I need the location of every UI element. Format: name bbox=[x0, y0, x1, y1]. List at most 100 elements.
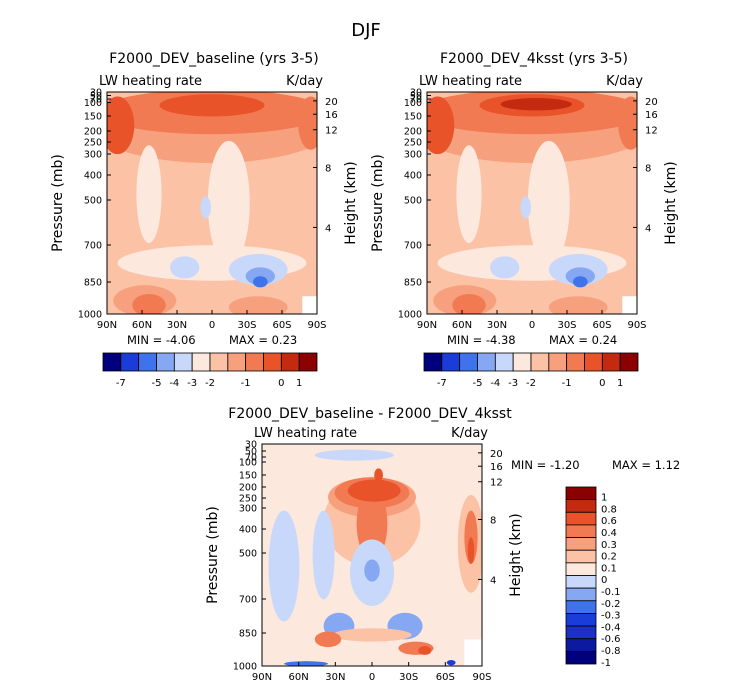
colorbar-swatch bbox=[566, 352, 585, 372]
colorbar-swatch bbox=[565, 524, 597, 538]
colorbar-label: -2 bbox=[205, 378, 215, 389]
y-tick-label: 250 bbox=[404, 138, 422, 149]
y-tick-label: 150 bbox=[239, 471, 257, 482]
y-axis-title: Pressure (mb) bbox=[50, 154, 66, 252]
colorbar-swatch bbox=[138, 352, 157, 372]
km-tick-label: 16 bbox=[490, 462, 503, 473]
colorbar-swatch bbox=[601, 352, 621, 372]
y-tick-label: 400 bbox=[404, 171, 422, 182]
surface-cool bbox=[284, 661, 328, 666]
surface-north-core bbox=[452, 294, 486, 314]
polar-max-north bbox=[427, 96, 455, 155]
colorbar-swatch bbox=[530, 352, 550, 372]
mid-blue-spot bbox=[520, 196, 531, 219]
colorbar-swatch bbox=[565, 486, 597, 501]
colorbar-label: -7 bbox=[437, 378, 447, 389]
polar-max-south bbox=[618, 96, 637, 150]
panel-panel_baseline bbox=[102, 91, 318, 372]
y-tick-label: 850 bbox=[84, 278, 102, 289]
panel-panel_diff bbox=[261, 443, 597, 667]
colorbar-swatch bbox=[565, 613, 597, 627]
colorbar-label: -1 bbox=[241, 378, 251, 389]
colorbar-swatch bbox=[173, 352, 193, 372]
stats-min: MIN = -4.38 bbox=[447, 333, 516, 347]
tropical-column bbox=[207, 140, 250, 266]
colorbar-label: 0.6 bbox=[601, 516, 617, 527]
colorbar-swatch bbox=[102, 352, 122, 372]
colorbar-swatch bbox=[565, 650, 597, 665]
colorbar-swatch bbox=[565, 562, 597, 576]
colorbar-label: -3 bbox=[187, 378, 197, 389]
y-tick-label: 1000 bbox=[233, 662, 257, 673]
colorbar-label: -7 bbox=[116, 378, 126, 389]
colorbar-label: 0.2 bbox=[601, 552, 617, 563]
colorbar-label: -3 bbox=[508, 378, 518, 389]
colorbar-swatch bbox=[584, 352, 603, 372]
y-tick-label: 50 bbox=[245, 447, 257, 458]
colorbar-label: -0.6 bbox=[601, 634, 621, 645]
colorbar-label: 0 bbox=[599, 378, 605, 389]
y-tick-label: 30 bbox=[245, 440, 257, 451]
colorbar-swatch bbox=[298, 352, 318, 372]
y-axis-right-title: Height (km) bbox=[508, 513, 524, 596]
variable-label: LW heating rate bbox=[99, 74, 202, 89]
x-tick-label: 90N bbox=[97, 320, 117, 331]
y-tick-label: 200 bbox=[84, 127, 102, 138]
colorbar-label: -0.1 bbox=[601, 587, 621, 598]
northern-low-blue bbox=[170, 256, 200, 279]
y-tick-label: 300 bbox=[84, 150, 102, 161]
y-tick-label: 250 bbox=[239, 494, 257, 505]
colorbar-label: -0.8 bbox=[601, 646, 621, 657]
y-tick-label: 700 bbox=[404, 241, 422, 252]
stats-max: MAX = 0.23 bbox=[229, 333, 297, 347]
field-panel_diff bbox=[262, 444, 482, 666]
y-tick-label: 400 bbox=[239, 525, 257, 536]
field-panel_4ksst bbox=[427, 92, 637, 314]
south-warm-core bbox=[467, 537, 475, 564]
km-tick-label: 4 bbox=[645, 223, 651, 234]
northern-column bbox=[456, 145, 482, 243]
colorbar-label: 0.1 bbox=[601, 563, 617, 574]
y-tick-label: 400 bbox=[84, 171, 102, 182]
masked-terrain bbox=[464, 639, 482, 666]
km-tick-label: 12 bbox=[490, 478, 503, 489]
polar-max-north bbox=[107, 96, 135, 155]
colorbar-label: -4 bbox=[169, 378, 179, 389]
x-tick-label: 60S bbox=[272, 320, 291, 331]
y-tick-label: 500 bbox=[404, 196, 422, 207]
x-tick-label: 90N bbox=[417, 320, 437, 331]
x-tick-label: 30S bbox=[237, 320, 256, 331]
x-tick-label: 30N bbox=[167, 320, 187, 331]
tropical-core bbox=[180, 97, 252, 111]
y-axis-title: Pressure (mb) bbox=[370, 154, 386, 252]
y-tick-label: 1000 bbox=[78, 310, 102, 321]
x-tick-label: 30S bbox=[557, 320, 576, 331]
colorbar-swatch bbox=[227, 352, 247, 372]
field-panel_baseline bbox=[107, 92, 317, 314]
x-tick-label: 60N bbox=[132, 320, 152, 331]
km-tick-label: 16 bbox=[645, 110, 658, 121]
x-tick-label: 30S bbox=[399, 672, 418, 683]
y-tick-label: 50 bbox=[410, 91, 422, 102]
x-tick-label: 60N bbox=[452, 320, 472, 331]
stats-min: MIN = -1.20 bbox=[511, 458, 580, 472]
stats-min: MIN = -4.06 bbox=[127, 333, 196, 347]
colorbar-label: -2 bbox=[526, 378, 536, 389]
colorbar-label: 0.3 bbox=[601, 540, 617, 551]
masked-terrain bbox=[622, 296, 637, 314]
y-tick-label: 100 bbox=[84, 98, 102, 109]
x-tick-label: 0 bbox=[369, 672, 375, 683]
colorbar-swatch bbox=[263, 352, 282, 372]
km-tick-label: 20 bbox=[490, 449, 503, 460]
y-tick-label: 200 bbox=[239, 483, 257, 494]
mid-blue-spot bbox=[200, 196, 211, 219]
colorbar-swatch bbox=[191, 352, 211, 372]
y-axis-right-title: Height (km) bbox=[663, 161, 679, 244]
km-tick-label: 8 bbox=[325, 163, 331, 174]
colorbar-swatch bbox=[477, 352, 496, 372]
strat-cool-band bbox=[314, 449, 394, 461]
y-tick-label: 30 bbox=[90, 88, 102, 99]
colorbar-swatch bbox=[565, 587, 597, 602]
x-tick-label: 90S bbox=[307, 320, 326, 331]
y-tick-label: 300 bbox=[239, 504, 257, 515]
